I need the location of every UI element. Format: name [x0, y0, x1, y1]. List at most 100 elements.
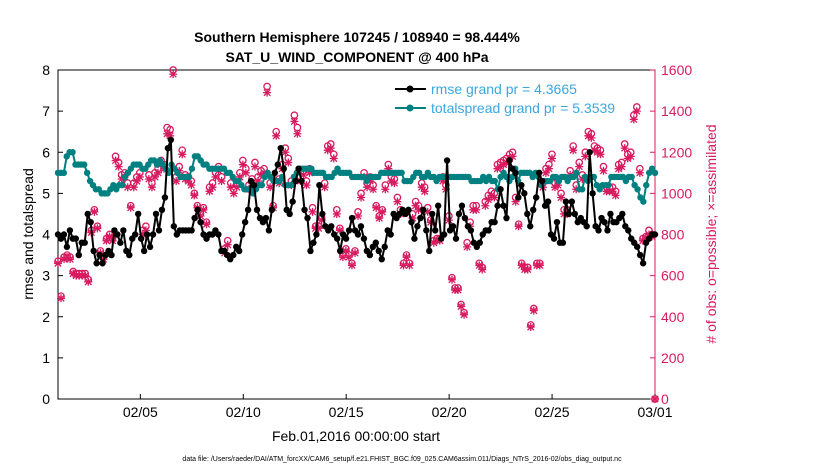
obs-assimilated-marker: [535, 261, 544, 270]
totalspread-point: [118, 181, 126, 189]
obs-assimilated-marker: [481, 201, 490, 210]
obs-assimilated-marker: [547, 154, 556, 163]
obs-assimilated-marker: [63, 253, 72, 262]
rmse-point: [84, 210, 91, 218]
x-tick-label: 02/15: [329, 404, 364, 420]
rmse-point: [565, 210, 573, 218]
obs-assimilated-marker: [320, 183, 329, 192]
rmse-point: [354, 231, 362, 238]
rmse-point: [149, 231, 157, 238]
rmse-point: [75, 251, 82, 259]
obs-assimilated-marker: [478, 265, 487, 274]
rmse-point: [167, 136, 175, 144]
totalspread-point: [491, 177, 499, 185]
obs-assimilated-marker: [417, 183, 426, 192]
rmse-point: [345, 227, 353, 234]
rmse-point: [408, 218, 415, 226]
obs-assimilated-marker: [617, 162, 626, 171]
obs-assimilated-marker: [554, 181, 563, 190]
obs-assimilated-marker: [544, 164, 553, 173]
legend-spread-marker: [406, 104, 414, 112]
obs-assimilated-marker: [190, 191, 199, 200]
y-right-tick-label: 1600: [661, 62, 692, 78]
rmse-point: [607, 210, 614, 218]
rmse-point: [375, 247, 382, 255]
obs-assimilated-marker: [423, 207, 432, 216]
rmse-point: [143, 231, 151, 238]
totalspread-point: [643, 181, 650, 189]
y-right-tick-label: 1200: [661, 144, 692, 160]
obs-assimilated-marker: [254, 177, 263, 186]
rmse-point: [292, 177, 299, 185]
rmse-point: [639, 260, 647, 267]
rmse-point: [372, 239, 380, 246]
rmse-point: [559, 239, 567, 246]
totalspread-point: [185, 173, 193, 181]
obs-assimilated-marker: [114, 162, 123, 171]
rmse-point: [535, 169, 543, 177]
rmse-point: [161, 194, 169, 201]
rmse-point: [544, 198, 552, 205]
obs-assimilated-marker: [232, 183, 241, 192]
rmse-point: [289, 198, 296, 205]
rmse-point: [117, 239, 124, 246]
obs-assimilated-marker: [57, 294, 66, 303]
rmse-point: [420, 206, 427, 214]
rmse-point: [241, 218, 249, 226]
obs-assimilated-marker: [550, 183, 559, 192]
obs-assimilated-marker: [463, 242, 472, 251]
x-axis-ticks: 02/05 02/10 02/15 02/20 02/25 03/01: [123, 394, 673, 420]
obs-assimilated-marker: [375, 214, 384, 223]
totalspread-point: [60, 169, 68, 177]
x-tick-label: 02/10: [226, 404, 261, 420]
obs-assimilated-marker: [166, 131, 175, 140]
obs-assimilated-marker: [632, 107, 641, 116]
rmse-point: [250, 181, 258, 189]
rmse-point: [235, 247, 243, 255]
obs-assimilated-marker: [205, 187, 214, 196]
totalspread-point: [651, 169, 659, 177]
obs-assimilated-marker: [290, 117, 299, 126]
rmse-point: [158, 206, 166, 214]
rmse-point: [429, 210, 436, 218]
obs-assimilated-marker: [508, 152, 517, 161]
rmse-point: [378, 255, 385, 263]
rmse-point: [503, 214, 510, 222]
rmse-point: [164, 144, 172, 152]
totalspread-point: [287, 181, 295, 189]
obs-assimilated-marker: [126, 203, 135, 212]
obs-assimilated-marker: [620, 144, 629, 153]
rmse-point: [455, 210, 463, 218]
obs-assimilated-marker: [144, 174, 153, 183]
rmse-point: [63, 243, 71, 251]
y-left-tick-label: 4: [42, 227, 50, 243]
rmse-point: [530, 206, 537, 214]
obs-assimilated-marker: [581, 152, 590, 161]
obs-assimilated-marker: [517, 261, 526, 270]
obs-assimilated-marker: [211, 172, 220, 181]
rmse-point: [271, 169, 279, 177]
obs-assimilated-marker: [502, 158, 511, 167]
rmse-point: [381, 243, 388, 251]
rmse-point: [262, 214, 270, 222]
obs-assimilated-marker: [250, 162, 259, 171]
totalspread-point: [69, 149, 76, 156]
rmse-point: [586, 149, 593, 156]
rmse-point: [72, 235, 80, 242]
rmse-point: [583, 223, 590, 230]
rmse-point: [568, 198, 576, 205]
rmse-point: [244, 206, 252, 214]
obs-assimilated-marker: [123, 183, 132, 192]
rmse-point: [366, 251, 374, 259]
rmse-point: [625, 227, 632, 234]
obs-assimilated-marker: [93, 224, 102, 233]
obs-assimilated-marker: [541, 168, 550, 177]
rmse-point: [140, 247, 148, 255]
rmse-point: [467, 227, 475, 234]
obs-assimilated-marker: [272, 131, 281, 140]
rmse-point: [277, 144, 284, 152]
rmse-point: [387, 231, 394, 238]
obs-assimilated-marker: [405, 261, 414, 270]
rmse-point: [633, 243, 641, 251]
obs-assimilated-marker: [460, 310, 469, 319]
